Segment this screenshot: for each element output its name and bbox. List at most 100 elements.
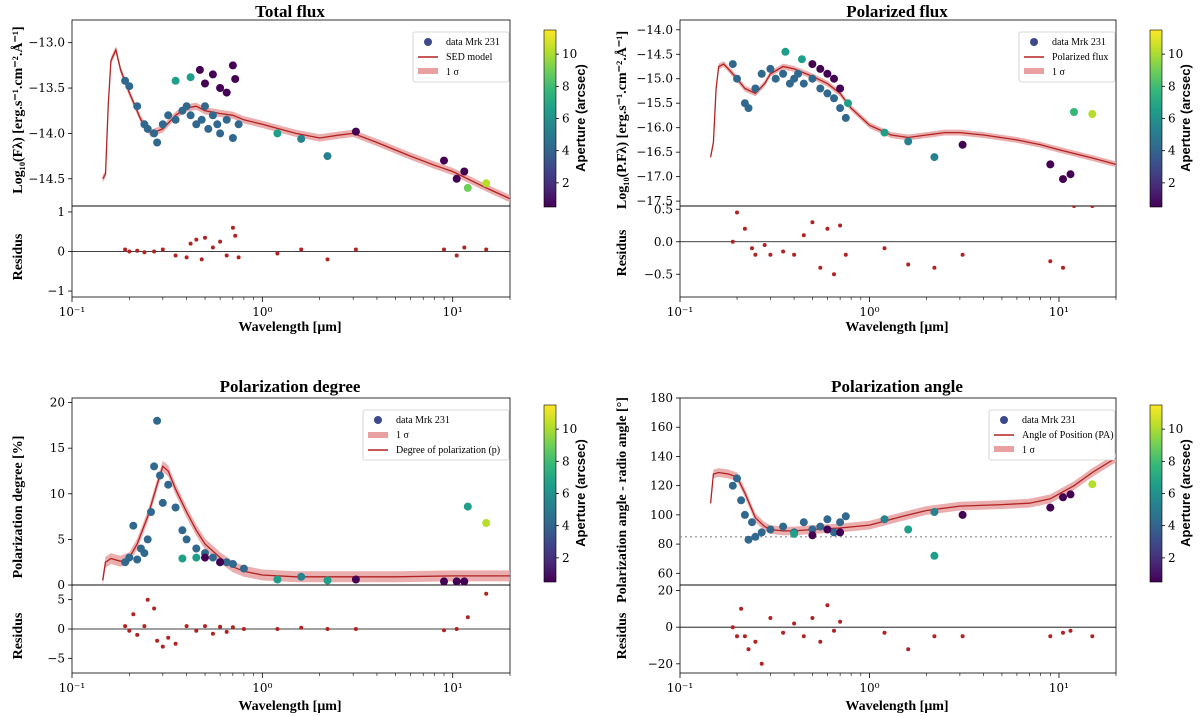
residual-point bbox=[730, 625, 735, 630]
data-point bbox=[178, 526, 187, 535]
legend-label-2: 1 σ bbox=[446, 67, 460, 78]
colorbar-tick-label: 10 bbox=[1168, 47, 1183, 61]
x-tick-label: 10⁰ bbox=[252, 305, 272, 319]
title-polarization-degree: Polarization degree bbox=[220, 377, 361, 396]
x-tick-label: 10⁰ bbox=[859, 305, 879, 319]
data-point bbox=[156, 471, 164, 480]
data-point bbox=[178, 554, 187, 563]
data-point bbox=[273, 129, 282, 138]
legend-polarization-degree: data Mrk 231 1 σ Degree of polarization … bbox=[362, 409, 510, 461]
residual-point bbox=[194, 237, 199, 242]
data-point bbox=[143, 535, 152, 544]
data-point bbox=[841, 512, 850, 521]
colorbar-tick-label: 2 bbox=[1168, 551, 1176, 565]
y-tick-label: −16.5 bbox=[636, 145, 673, 159]
data-point bbox=[958, 510, 967, 519]
data-point bbox=[460, 167, 469, 176]
residual-point bbox=[792, 621, 797, 626]
legend-label-2: 1 σ bbox=[1052, 67, 1066, 78]
colorbar-tick-label: 6 bbox=[1168, 112, 1176, 126]
colorbar-tick-label: 4 bbox=[562, 519, 570, 533]
residual-point bbox=[353, 627, 358, 631]
residual-point bbox=[465, 615, 470, 620]
data-point bbox=[234, 120, 243, 129]
residual-point bbox=[218, 239, 223, 244]
y-tick-label: −17.5 bbox=[636, 194, 673, 208]
legend-band-marker bbox=[1024, 68, 1044, 74]
legend-label-1: SED model bbox=[446, 52, 493, 63]
data-point bbox=[836, 528, 845, 537]
residual-point bbox=[127, 249, 132, 254]
residual-point bbox=[762, 243, 767, 247]
data-point bbox=[823, 525, 832, 534]
data-point bbox=[133, 555, 142, 564]
legend-polarized-flux: data Mrk 231 Polarized flux 1 σ bbox=[1018, 31, 1116, 83]
colorbar-tick-label: 2 bbox=[562, 176, 570, 190]
data-point bbox=[766, 64, 775, 73]
colorbar-tick-label: 2 bbox=[562, 551, 570, 565]
y-tick-label: −15.0 bbox=[636, 72, 673, 86]
data-point bbox=[744, 535, 753, 544]
data-point bbox=[728, 60, 737, 69]
x-tick-label: 10⁻¹ bbox=[667, 681, 693, 695]
data-point bbox=[823, 69, 832, 78]
data-point bbox=[1046, 160, 1055, 169]
residual-point bbox=[906, 262, 911, 267]
residual-point bbox=[906, 647, 911, 652]
x-tick-label: 10¹ bbox=[443, 681, 463, 695]
legend-dot-marker bbox=[424, 38, 432, 46]
data-point bbox=[880, 515, 889, 524]
data-point bbox=[880, 128, 889, 137]
colorbar-tick-label: 10 bbox=[562, 47, 577, 61]
residual-point bbox=[203, 235, 207, 240]
data-point bbox=[751, 532, 760, 541]
y-tick-label: −14.0 bbox=[28, 126, 65, 140]
title-polarized-flux: Polarized flux bbox=[846, 2, 948, 21]
data-point bbox=[1088, 480, 1097, 489]
residual-ylabel-polarized-flux: Residus bbox=[615, 229, 630, 276]
residual-point bbox=[299, 625, 304, 630]
plot-area: 60 80 100 120 140 160 180 −20 0 20 10⁻¹ 10⁰ 10¹ bbox=[648, 391, 1117, 695]
data-point bbox=[808, 531, 817, 540]
legend-box bbox=[362, 409, 510, 461]
residual-point bbox=[123, 247, 128, 252]
residual-point bbox=[123, 624, 128, 629]
data-point bbox=[781, 47, 790, 56]
data-point bbox=[836, 518, 845, 527]
data-point bbox=[830, 94, 838, 103]
residual-layer bbox=[72, 591, 510, 649]
colorbar-total-flux: Aperture (arcsec) 2 4 6 8 10 bbox=[543, 29, 588, 208]
x-tick-label: 10¹ bbox=[1049, 305, 1069, 319]
model-sigma-band bbox=[102, 460, 510, 585]
residual-point bbox=[818, 639, 823, 644]
data-point bbox=[201, 79, 209, 88]
y-tick-label: 160 bbox=[650, 420, 673, 434]
data-point bbox=[186, 73, 195, 82]
data-point bbox=[182, 102, 191, 111]
data-point bbox=[164, 480, 173, 489]
data-point bbox=[808, 74, 817, 83]
data-point bbox=[836, 84, 845, 93]
data-point bbox=[751, 84, 760, 93]
data-point bbox=[186, 111, 195, 120]
residual-point bbox=[484, 591, 489, 596]
residual-point bbox=[127, 628, 132, 633]
residual-y-tick-label: 0.5 bbox=[654, 202, 673, 216]
residual-point bbox=[735, 634, 739, 639]
x-tick-label: 10¹ bbox=[443, 305, 463, 319]
legend-total-flux: data Mrk 231 SED model 1 σ bbox=[412, 31, 510, 83]
residual-point bbox=[735, 210, 739, 215]
residual-point bbox=[753, 639, 758, 644]
legend-dot-marker bbox=[1000, 416, 1008, 424]
data-point bbox=[816, 64, 825, 73]
residual-point bbox=[801, 233, 806, 238]
data-point bbox=[182, 535, 191, 544]
data-point bbox=[195, 65, 204, 74]
ylabel-polarization-angle: Polarization angle - radio angle [°] bbox=[615, 397, 630, 603]
data-point bbox=[197, 115, 206, 124]
residual-point bbox=[843, 252, 848, 257]
colorbar-tick-label: 8 bbox=[1168, 79, 1176, 93]
colorbar-polarized-flux: Aperture (arcsec) 2 4 6 8 10 bbox=[1149, 29, 1193, 208]
residual-layer bbox=[72, 225, 510, 262]
data-point bbox=[823, 515, 832, 524]
